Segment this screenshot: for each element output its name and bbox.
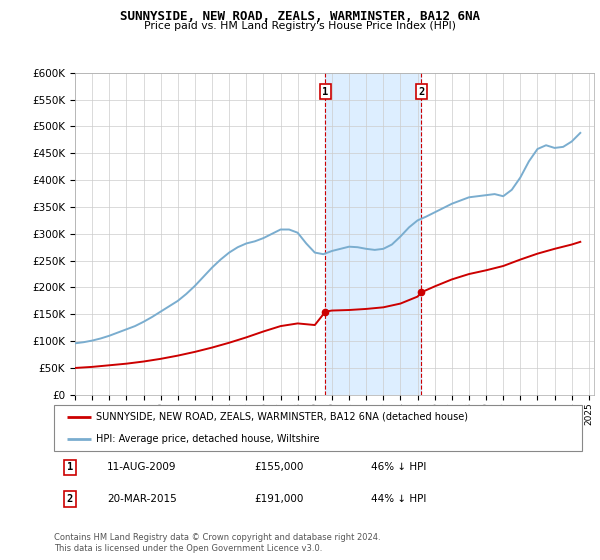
Text: 46% ↓ HPI: 46% ↓ HPI [371,462,426,472]
Bar [325,73,421,395]
Text: 20-MAR-2015: 20-MAR-2015 [107,494,176,504]
Text: Price paid vs. HM Land Registry's House Price Index (HPI): Price paid vs. HM Land Registry's House … [144,21,456,31]
Text: 2: 2 [67,494,73,504]
Text: 44% ↓ HPI: 44% ↓ HPI [371,494,426,504]
Text: 11-AUG-2009: 11-AUG-2009 [107,462,176,472]
Text: 2: 2 [418,87,424,96]
Text: 1: 1 [322,87,329,96]
Text: £155,000: £155,000 [254,462,304,472]
Text: SUNNYSIDE, NEW ROAD, ZEALS, WARMINSTER, BA12 6NA: SUNNYSIDE, NEW ROAD, ZEALS, WARMINSTER, … [120,10,480,23]
Text: £191,000: £191,000 [254,494,304,504]
Text: Contains HM Land Registry data © Crown copyright and database right 2024.
This d: Contains HM Land Registry data © Crown c… [54,533,380,553]
Text: HPI: Average price, detached house, Wiltshire: HPI: Average price, detached house, Wilt… [96,434,320,444]
Text: 1: 1 [67,462,73,472]
FancyBboxPatch shape [54,405,582,451]
Text: SUNNYSIDE, NEW ROAD, ZEALS, WARMINSTER, BA12 6NA (detached house): SUNNYSIDE, NEW ROAD, ZEALS, WARMINSTER, … [96,412,468,422]
